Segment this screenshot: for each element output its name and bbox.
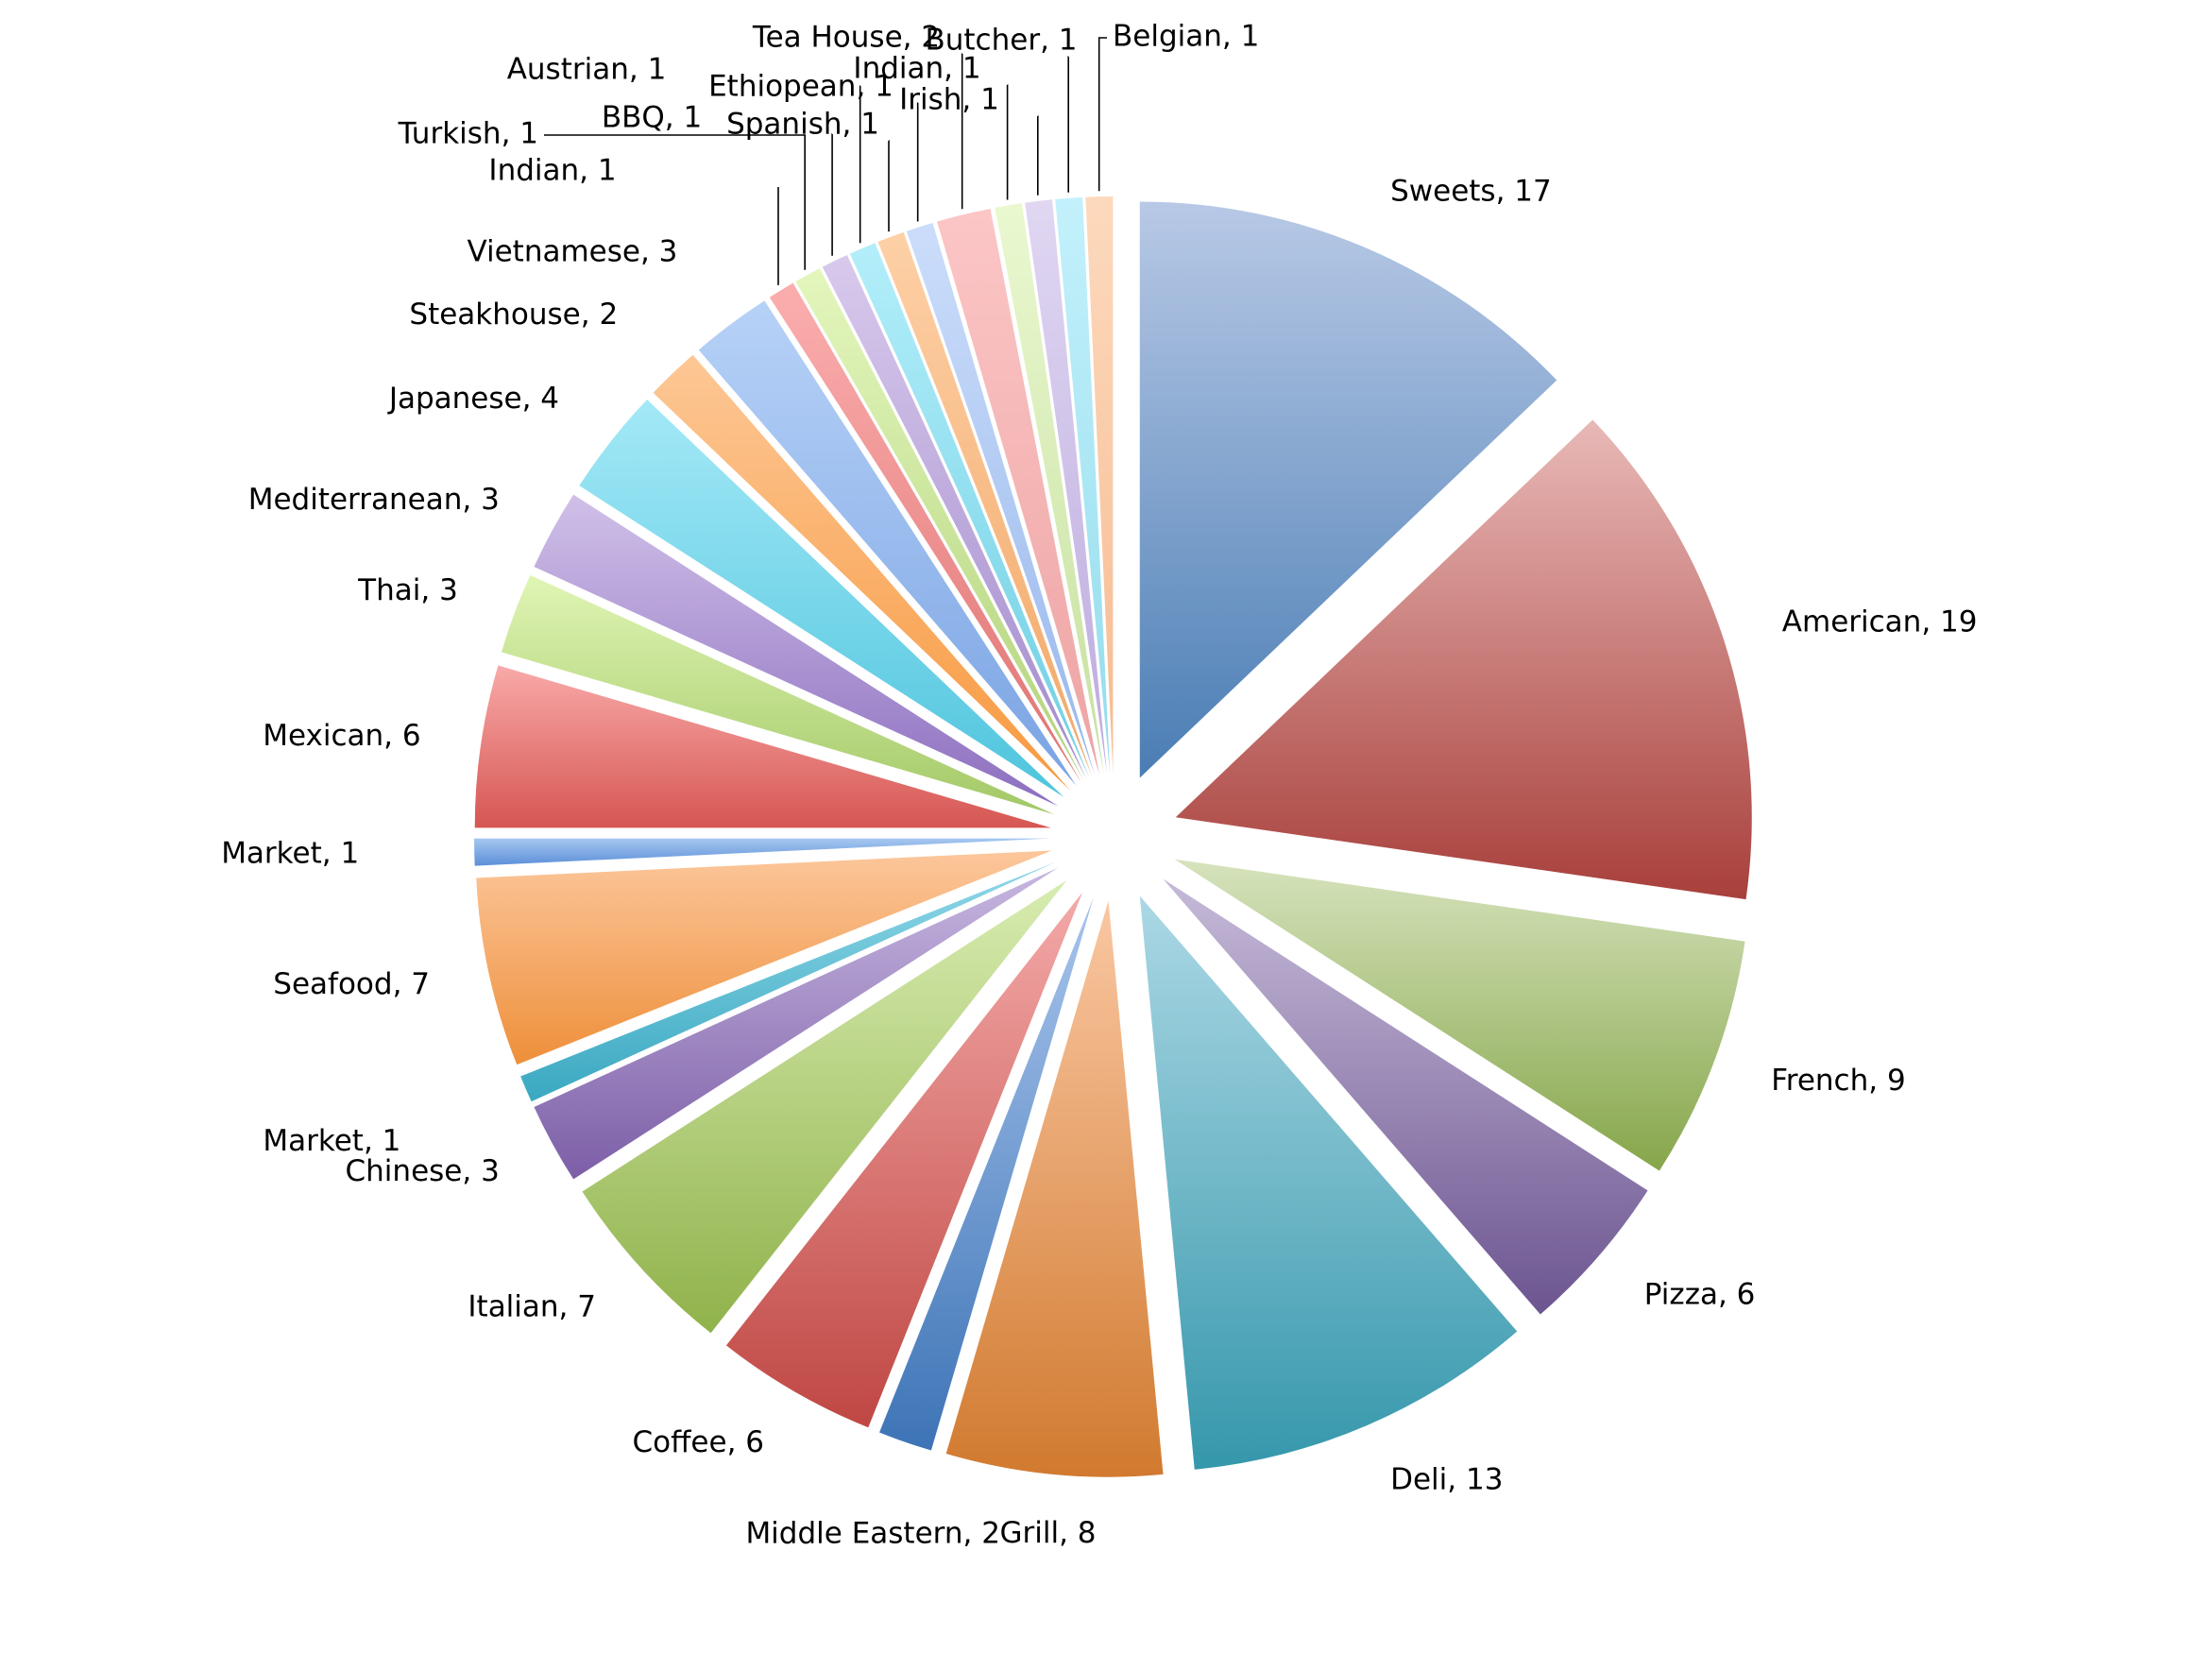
slice-label-grill: Grill, 8 bbox=[999, 1516, 1096, 1550]
slice-label-deli: Deli, 13 bbox=[1390, 1463, 1503, 1497]
slice-label-middle-eastern: Middle Eastern, 2 bbox=[745, 1517, 1000, 1551]
pie-slice-irish bbox=[1025, 199, 1107, 774]
slices-layer bbox=[474, 196, 1752, 1477]
slice-label-coffee: Coffee, 6 bbox=[632, 1425, 764, 1459]
pie-slice-chinese bbox=[534, 867, 1059, 1180]
pie-slice-market bbox=[520, 861, 1056, 1102]
pie-slice-american bbox=[1175, 419, 1752, 900]
pie-slice-grill bbox=[945, 900, 1164, 1477]
pie-slice-steakhouse bbox=[653, 354, 1071, 791]
pie-slice-belgian bbox=[1085, 196, 1114, 774]
slice-label-seafood: Seafood, 7 bbox=[273, 967, 430, 1001]
pie-slice-bbq bbox=[822, 254, 1087, 779]
labels-layer: Sweets, 17 American, 19 French, 9 Pizza, 6 D… bbox=[221, 20, 1977, 1551]
slice-label-french: French, 9 bbox=[1771, 1064, 1905, 1098]
slice-label-spanish: Spanish, 1 bbox=[726, 108, 879, 142]
pie-slice-austrian bbox=[849, 243, 1090, 778]
pie-slice-pizza bbox=[1163, 878, 1648, 1315]
slice-label-market: Market, 1 bbox=[221, 837, 359, 871]
slice-label-butcher: Butcher, 1 bbox=[925, 24, 1077, 58]
slice-label-pizza: Pizza, 6 bbox=[1644, 1277, 1756, 1311]
pie-slice-spanish bbox=[877, 231, 1093, 777]
pie-slice-ethiopean bbox=[906, 222, 1096, 776]
slice-label-mediterranean: Mediterranean, 3 bbox=[248, 483, 500, 517]
slice-label-belgian: Belgian, 1 bbox=[1113, 20, 1259, 54]
leader-line bbox=[544, 134, 807, 270]
pie-slice-japanese bbox=[579, 400, 1064, 797]
leader-lines-layer bbox=[544, 37, 1107, 285]
pie-slice-mediterranean bbox=[534, 494, 1059, 807]
slice-label-japanese: Japanese, 4 bbox=[387, 382, 559, 416]
pie-slice-vietnamese bbox=[698, 300, 1077, 786]
pie-slice-butcher bbox=[1055, 196, 1111, 774]
pie-slice-deli bbox=[1139, 895, 1518, 1470]
pie-slice-mexican bbox=[474, 665, 1051, 828]
slice-label-austrian: Austrian, 1 bbox=[507, 53, 667, 87]
slice-label-american: American, 19 bbox=[1782, 605, 1978, 639]
pie-slice-thai bbox=[502, 574, 1055, 815]
slice-label-indian: Indian, 1 bbox=[488, 154, 616, 188]
slice-label-italian: Italian, 7 bbox=[468, 1290, 596, 1324]
pie-slice-market bbox=[474, 838, 1051, 866]
slice-label-steakhouse: Steakhouse, 2 bbox=[409, 298, 618, 332]
slice-label-thai: Thai, 3 bbox=[357, 573, 458, 607]
slice-label-vietnamese: Vietnamese, 3 bbox=[467, 235, 677, 269]
slice-label-market: Market, 1 bbox=[263, 1124, 400, 1158]
slice-label-bbq: BBQ, 1 bbox=[602, 101, 702, 135]
slice-label-sweets: Sweets, 17 bbox=[1390, 174, 1552, 208]
pie-slice-tea-house bbox=[937, 208, 1099, 775]
pie-slice-indian bbox=[995, 203, 1104, 774]
pie-slice-middle-eastern bbox=[879, 897, 1094, 1451]
pie-slice-italian bbox=[582, 879, 1067, 1334]
pie-slice-indian bbox=[769, 282, 1081, 782]
slice-label-tea-house: Tea House, 2 bbox=[752, 21, 940, 55]
slice-label-indian: Indian, 1 bbox=[853, 52, 980, 86]
pie-slice-sweets bbox=[1139, 201, 1557, 778]
slice-label-chinese: Chinese, 3 bbox=[346, 1154, 500, 1188]
slice-label-turkish: Turkish, 1 bbox=[398, 117, 538, 151]
pie-slice-seafood bbox=[476, 850, 1052, 1065]
leader-line bbox=[1097, 37, 1107, 192]
pie-slice-turkish bbox=[795, 268, 1084, 781]
slice-label-irish: Irish, 1 bbox=[899, 83, 999, 117]
slice-label-mexican: Mexican, 6 bbox=[263, 719, 420, 753]
pie-slice-french bbox=[1174, 859, 1745, 1171]
slice-label-ethiopean: Ethiopean, 1 bbox=[708, 70, 893, 104]
pie-slice-coffee bbox=[725, 892, 1082, 1428]
